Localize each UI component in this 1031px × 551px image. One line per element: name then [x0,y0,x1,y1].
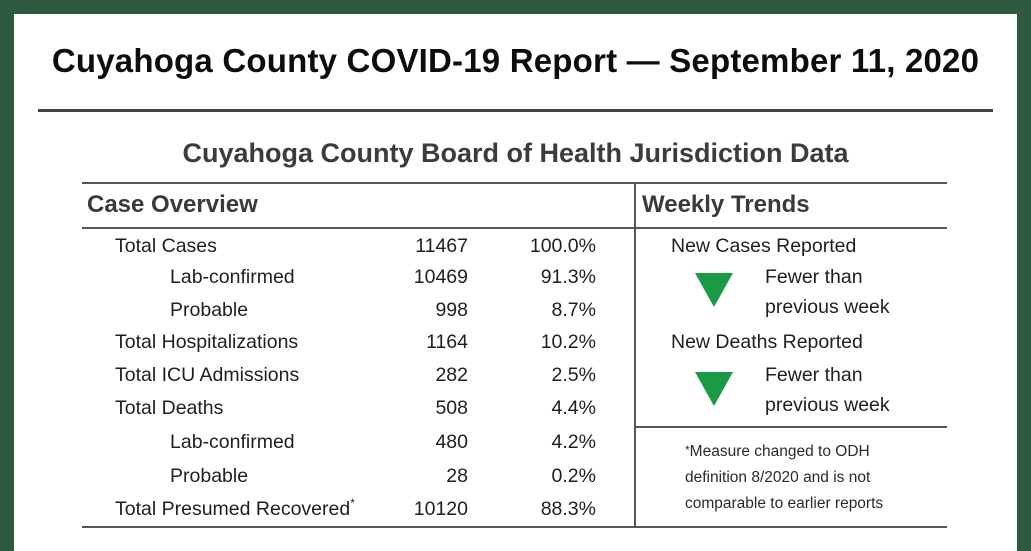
footnote: *Measure changed to ODH definition 8/202… [685,439,883,517]
row-label: Lab-confirmed [170,266,295,288]
row-label: Total Deaths [115,397,224,419]
trend-text-line1: Fewer than [765,364,863,386]
row-value: 28 [446,465,468,487]
trend-text-line2: previous week [765,296,890,318]
row-percent: 4.4% [551,397,596,419]
down-triangle-icon [695,273,733,307]
report-card: Cuyahoga County COVID-19 Report — Septem… [14,14,1017,551]
footnote-line1-text: Measure changed to ODH [689,443,870,460]
footnote-mark: * [350,496,355,510]
row-value: 480 [435,431,468,453]
row-percent: 0.2% [551,465,596,487]
note-divider [635,426,947,428]
down-triangle-icon [695,372,733,406]
row-label: Total ICU Admissions [115,364,300,386]
footnote-line3: comparable to earlier reports [685,495,884,512]
row-value: 1164 [426,331,468,353]
row-percent: 91.3% [540,266,596,288]
row-percent: 10.2% [540,331,596,353]
trend-text-line1: Fewer than [765,266,863,288]
row-percent: 2.5% [551,364,596,386]
row-percent: 4.2% [551,431,596,453]
trend-label: New Cases Reported [671,235,857,257]
row-value: 508 [435,397,468,419]
table-column-divider [634,182,636,528]
report-title: Cuyahoga County COVID-19 Report — Septem… [51,42,980,79]
row-label: Lab-confirmed [170,431,295,453]
row-percent: 88.3% [540,498,596,520]
table-bottom-border [82,526,947,528]
row-label: Total Cases [115,235,217,257]
row-value: 998 [435,299,468,321]
trend-text-line2: previous week [765,394,890,416]
footnote-line1: *Measure changed to ODH [685,439,883,465]
table-header-border [82,227,947,229]
footnote-mark: * [685,443,690,457]
row-value: 11467 [415,235,468,257]
title-rule [38,109,993,112]
table-top-border [82,182,947,184]
case-overview-header: Case Overview [87,191,258,218]
row-value: 10469 [413,266,468,288]
row-label: Total Hospitalizations [115,331,299,353]
row-percent: 100.0% [529,235,596,257]
footnote-line2: definition 8/2020 and is not [685,469,871,486]
weekly-trends-header: Weekly Trends [642,191,810,218]
report-subtitle: Cuyahoga County Board of Health Jurisdic… [182,138,849,168]
row-label-text: Total Presumed Recovered [115,498,351,520]
row-percent: 8.7% [551,299,596,321]
row-value: 282 [435,364,468,386]
row-label: Probable [170,299,249,321]
trend-label: New Deaths Reported [671,331,863,353]
row-value: 10120 [413,498,468,520]
row-label: Probable [170,465,249,487]
row-label: Total Presumed Recovered* [115,496,355,521]
